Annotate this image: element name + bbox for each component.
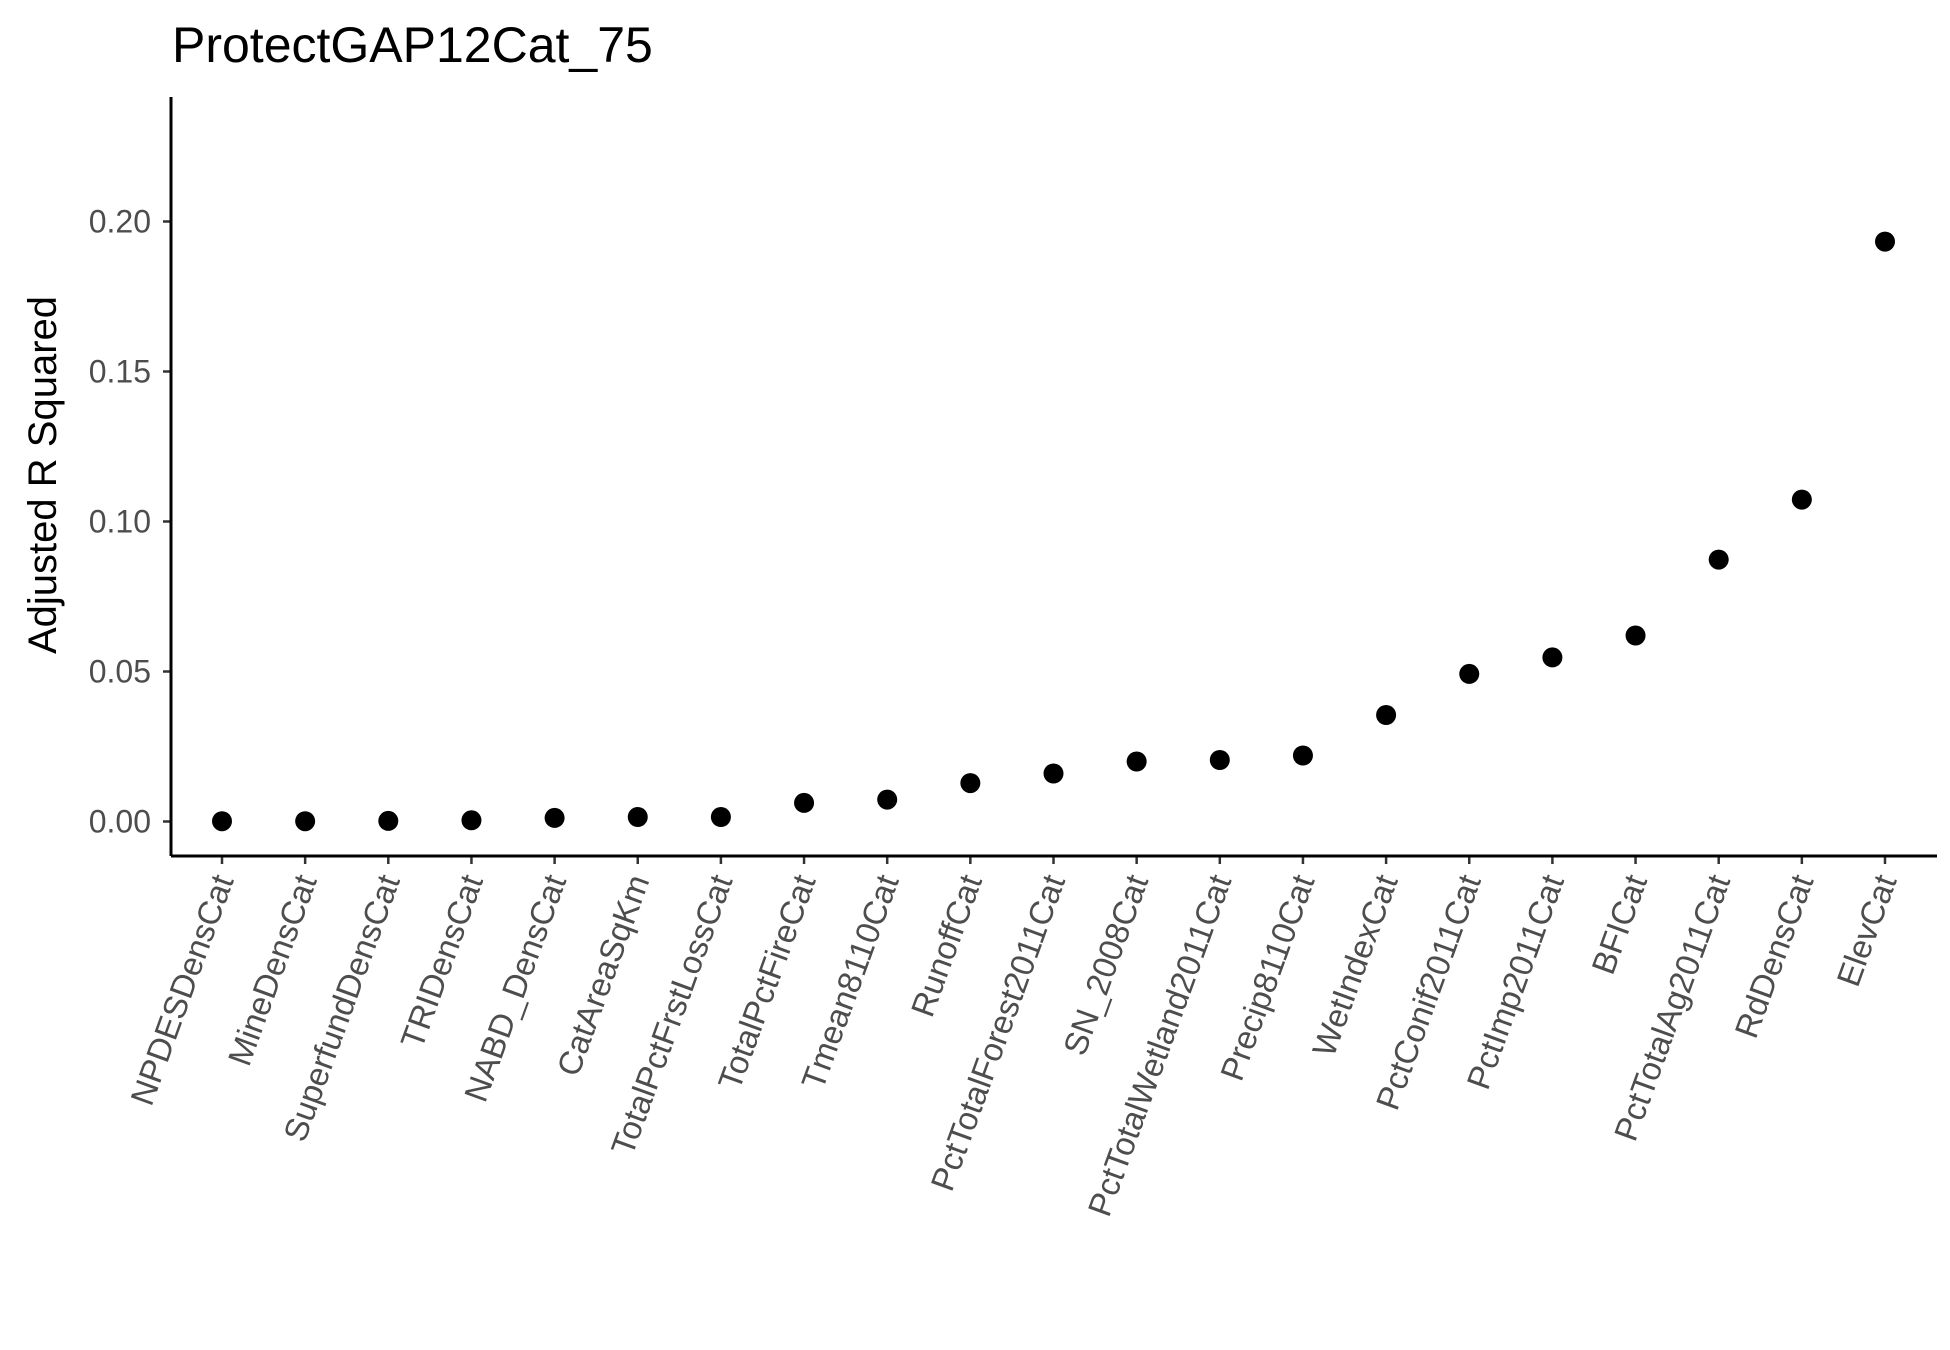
data-point <box>877 789 898 810</box>
data-point <box>1292 745 1313 766</box>
y-tick-label: 0.10 <box>89 504 151 540</box>
x-tick-label: SN_2008Cat <box>1056 870 1155 1060</box>
data-point <box>461 810 482 831</box>
data-point <box>1376 705 1397 725</box>
x-tick-label: TRIDensCat <box>393 870 490 1053</box>
data-point <box>627 807 648 827</box>
x-tick-label: BFICat <box>1584 870 1654 979</box>
data-point <box>1209 750 1230 770</box>
x-tick-label: WetIndexCat <box>1305 870 1405 1061</box>
x-tick-label: RdDensCat <box>1727 870 1820 1043</box>
data-point <box>710 807 731 827</box>
data-point <box>794 792 815 813</box>
y-axis: 0.00 0.05 0.10 0.15 0.20 <box>89 204 171 840</box>
x-tick-label: MineDensCat <box>221 870 324 1071</box>
data-point <box>544 807 565 828</box>
y-tick-label: 0.20 <box>89 204 151 240</box>
x-axis: NPDESDensCatMineDensCatSuperfundDensCatT… <box>123 856 1904 1221</box>
data-point <box>1625 625 1646 646</box>
data-point <box>1542 647 1563 668</box>
data-point <box>1791 489 1812 510</box>
data-point <box>1708 549 1729 570</box>
x-tick-label: ElevCat <box>1829 870 1903 991</box>
data-point <box>1459 663 1480 684</box>
data-point <box>1875 231 1895 252</box>
data-point <box>960 773 981 794</box>
data-point <box>295 811 316 832</box>
x-tick-label: NPDESDensCat <box>123 870 241 1110</box>
data-points <box>212 231 1895 832</box>
y-tick-label: 0.15 <box>89 354 151 390</box>
data-point <box>1043 763 1064 784</box>
chart-title: ProtectGAP12Cat_75 <box>172 17 653 73</box>
x-tick-label: RunoffCat <box>904 870 989 1022</box>
data-point <box>1126 751 1147 772</box>
y-tick-label: 0.05 <box>89 654 151 690</box>
data-point <box>378 810 399 831</box>
data-point <box>212 811 232 832</box>
y-axis-label: Adjusted R Squared <box>21 296 65 654</box>
y-tick-label: 0.00 <box>89 804 151 840</box>
